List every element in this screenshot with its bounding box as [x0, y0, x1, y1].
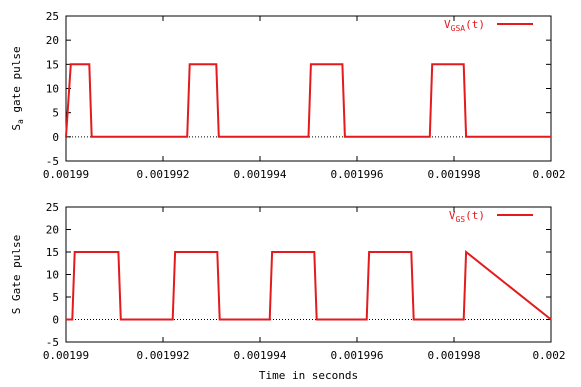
x-tick-label: 0.001992 — [137, 168, 190, 181]
y-tick-label: -5 — [46, 155, 59, 168]
y-tick-label: 5 — [52, 291, 59, 304]
y-axis-label-sub: a — [16, 119, 25, 124]
legend-label: VGS(t) — [449, 209, 485, 224]
x-tick-label: 0.00199 — [43, 168, 89, 181]
y-tick-label: 15 — [46, 246, 59, 259]
chart-panel-2: -5 0 5 10 15 20 25 0.00199 0.001992 0.001994 0.001… — [10, 201, 566, 382]
x-tick-label: 0.002 — [532, 349, 565, 362]
legend-label-rest: (t) — [465, 18, 485, 31]
plot-frame — [65, 15, 552, 162]
series-line-1 — [66, 249, 552, 321]
legend-label: VGSA(t) — [444, 18, 485, 33]
x-tick-label: 0.001994 — [234, 168, 287, 181]
x-axis-label: Time in seconds — [259, 369, 358, 382]
x-tick-label: 0.001996 — [331, 168, 384, 181]
x-tick-label: 0.001992 — [137, 349, 190, 362]
y-tick-label: 20 — [46, 34, 59, 47]
y-tick-label: -5 — [46, 336, 59, 349]
y-tick-label: 0 — [52, 314, 59, 327]
plot-frame — [65, 206, 552, 343]
y-tick-label: 10 — [46, 83, 59, 96]
y-tick-label: 20 — [46, 224, 59, 237]
x-tick-label: 0.001998 — [428, 168, 481, 181]
y-axis-label-main: S — [10, 124, 23, 131]
x-tick-label: 0.002 — [532, 168, 565, 181]
y-tick-label: 25 — [46, 10, 59, 23]
y-tick-label: 15 — [46, 58, 59, 71]
series-line-1 — [65, 63, 551, 138]
y-axis-label-rest: gate pulse — [10, 46, 23, 119]
y-axis-label: Sa gate pulse — [10, 46, 25, 130]
legend-label-main: V — [449, 209, 456, 222]
y-tick-label: 25 — [46, 201, 59, 214]
x-tick-label: 0.001996 — [331, 349, 384, 362]
chart-panel-1: -5 0 5 10 15 20 25 0.00199 0.001992 0.001994 0.001… — [10, 10, 566, 181]
legend-label-main: V — [444, 18, 451, 31]
legend-label-sub: GS — [455, 215, 465, 224]
y-tick-label: 5 — [52, 107, 59, 120]
legend-label-sub: GSA — [451, 24, 466, 33]
y-tick-label: 10 — [46, 269, 59, 282]
legend-label-rest: (t) — [465, 209, 485, 222]
y-axis-label-main: S Gate pulse — [10, 235, 23, 314]
y-tick-label: 0 — [52, 131, 59, 144]
x-tick-label: 0.001994 — [234, 349, 287, 362]
x-tick-label: 0.001998 — [428, 349, 481, 362]
y-axis-label: S Gate pulse — [10, 235, 23, 314]
x-tick-label: 0.00199 — [43, 349, 89, 362]
